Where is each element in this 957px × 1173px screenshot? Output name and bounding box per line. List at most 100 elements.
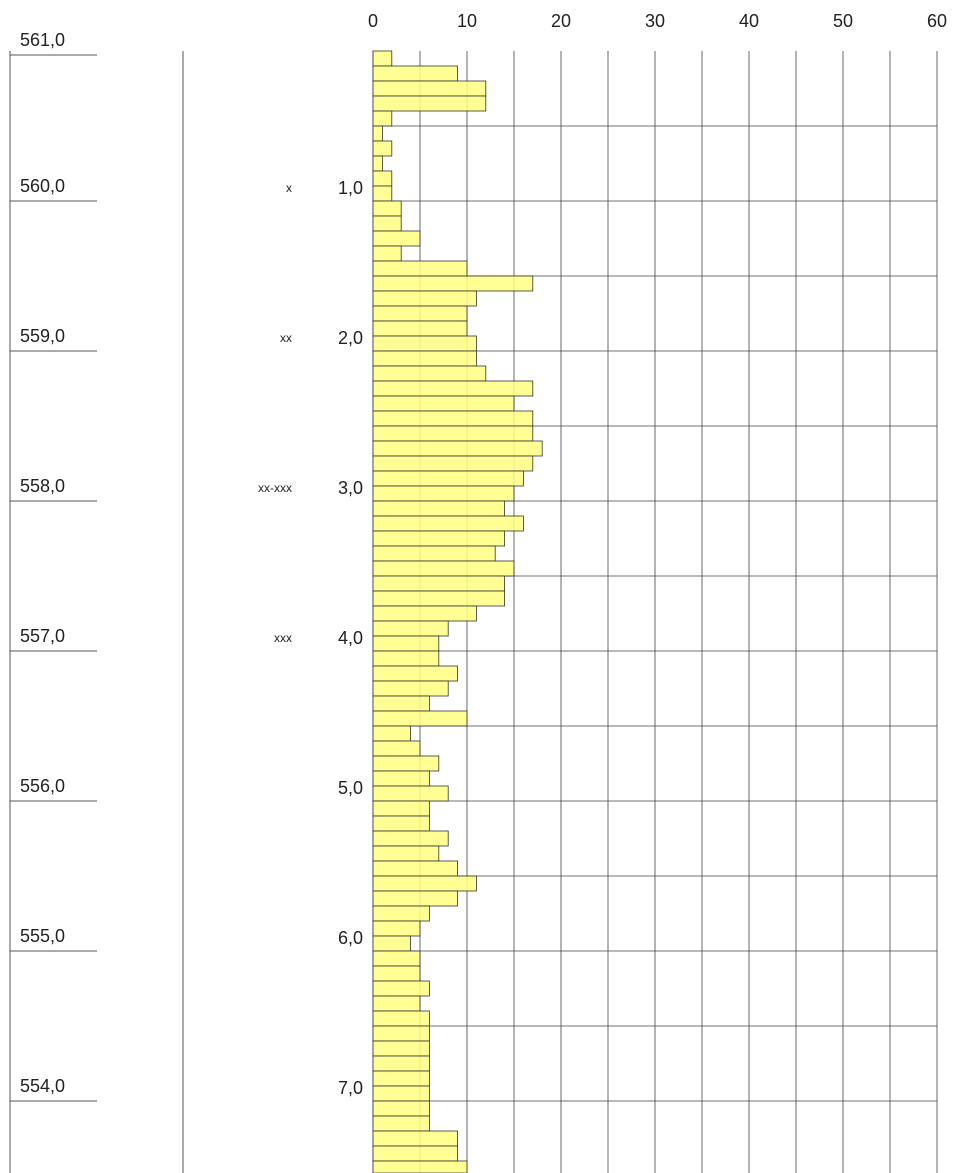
bar (372, 50, 393, 67)
bar (372, 500, 506, 517)
bar (372, 410, 534, 427)
y-tick-label: 1,0 (338, 178, 363, 198)
annotation: xx-xxx (258, 481, 292, 495)
bar (372, 485, 515, 502)
bar (372, 260, 468, 277)
bar (372, 455, 534, 472)
bar (372, 950, 421, 967)
bar (372, 1145, 458, 1162)
bar (372, 1025, 430, 1042)
bar (372, 530, 506, 547)
bar (372, 785, 449, 802)
bar (372, 1130, 458, 1147)
x-tick-label: 50 (833, 11, 853, 31)
bar (372, 755, 440, 772)
y2-tick-label: 559,0 (20, 326, 65, 346)
bar (372, 740, 421, 757)
bar (372, 65, 458, 82)
x-tick-label: 30 (645, 11, 665, 31)
x-tick-label: 0 (368, 11, 378, 31)
bar (372, 575, 506, 592)
y-tick-label: 3,0 (338, 478, 363, 498)
bar (372, 125, 383, 142)
bar (372, 905, 430, 922)
bar (372, 215, 402, 232)
annotation: xxx (274, 631, 292, 645)
y2-tick-label: 561,0 (20, 30, 65, 50)
bar (372, 470, 524, 487)
bar (372, 860, 458, 877)
bar (372, 710, 468, 727)
bar (372, 920, 421, 937)
bar (372, 95, 487, 112)
x-tick-label: 10 (457, 11, 477, 31)
y-tick-label: 2,0 (338, 328, 363, 348)
bar (372, 1040, 430, 1057)
bar (372, 1100, 430, 1117)
bar (372, 665, 458, 682)
bar (372, 560, 515, 577)
bar (372, 335, 477, 352)
y2-tick-label: 555,0 (20, 926, 65, 946)
bar (372, 110, 393, 127)
bar (372, 1085, 430, 1102)
bar (372, 635, 440, 652)
y2-tick-label: 557,0 (20, 626, 65, 646)
bar (372, 1115, 430, 1132)
bar (372, 965, 421, 982)
y2-tick-label: 558,0 (20, 476, 65, 496)
y-tick-label: 6,0 (338, 928, 363, 948)
bar (372, 395, 515, 412)
annotation: xx (280, 331, 292, 345)
y2-tick-label: 554,0 (20, 1076, 65, 1096)
bar (372, 845, 440, 862)
bar (372, 305, 468, 322)
bar (372, 140, 393, 157)
bar (372, 605, 477, 622)
bar (372, 245, 402, 262)
bar (372, 800, 430, 817)
bar (372, 80, 487, 97)
bar (372, 1070, 430, 1087)
y2-tick-label: 560,0 (20, 176, 65, 196)
bar (372, 875, 477, 892)
x-tick-label: 20 (551, 11, 571, 31)
bar (372, 1055, 430, 1072)
bar (372, 995, 421, 1012)
bar (372, 200, 402, 217)
bar (372, 320, 468, 337)
bar (372, 650, 440, 667)
bar (372, 185, 393, 202)
bar (372, 440, 543, 457)
annotation: x (286, 181, 292, 195)
bar (372, 725, 411, 742)
bar (372, 620, 449, 637)
bar (372, 350, 477, 367)
bar (372, 1010, 430, 1027)
y-tick-label: 4,0 (338, 628, 363, 648)
y2-tick-label: 556,0 (20, 776, 65, 796)
bar (372, 980, 430, 997)
x-tick-label: 40 (739, 11, 759, 31)
bar (372, 1160, 468, 1173)
bar (372, 365, 487, 382)
bar (372, 155, 383, 172)
y-tick-label: 5,0 (338, 778, 363, 798)
bar (372, 170, 393, 187)
bar (372, 230, 421, 247)
bar (372, 425, 534, 442)
bar (372, 935, 411, 952)
bar (372, 695, 430, 712)
bar (372, 815, 430, 832)
bar (372, 890, 458, 907)
bar (372, 545, 496, 562)
bar (372, 515, 524, 532)
bar (372, 590, 506, 607)
bar (372, 680, 449, 697)
y-tick-label: 7,0 (338, 1078, 363, 1098)
bar (372, 830, 449, 847)
bar (372, 275, 534, 292)
bar (372, 290, 477, 307)
x-tick-label: 60 (927, 11, 947, 31)
